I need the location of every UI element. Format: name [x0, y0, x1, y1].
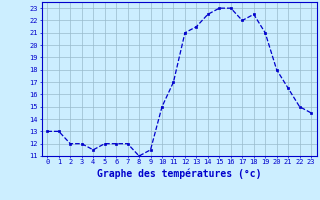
- X-axis label: Graphe des températures (°c): Graphe des températures (°c): [97, 168, 261, 179]
